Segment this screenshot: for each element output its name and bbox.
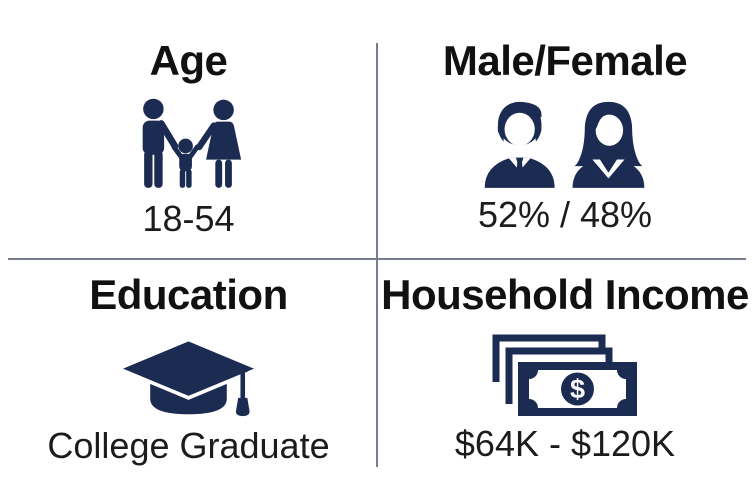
money-bills-icon: $ <box>490 332 640 417</box>
male-female-title: Male/Female <box>442 37 688 84</box>
graduation-cap-icon-svg <box>113 337 264 417</box>
household-income-title: Household Income <box>381 271 749 318</box>
age-title: Age <box>149 37 228 84</box>
male-female-icon-svg <box>484 101 645 188</box>
family-icon-svg <box>142 98 242 188</box>
graduation-cap-icon <box>111 332 266 419</box>
horizontal-divider <box>8 258 746 260</box>
household-income-value: $64K - $120K <box>454 423 676 464</box>
age-value: 18-54 <box>142 198 235 239</box>
dollar-sign-glyph: $ <box>570 374 585 404</box>
education-value: College Graduate <box>47 425 330 466</box>
education-title: Education <box>89 271 288 318</box>
male-female-icon <box>480 98 650 188</box>
quadrant-education: Education College Graduate <box>0 250 377 499</box>
quadrant-household-income: Household Income $ $64K - $120K <box>377 250 753 499</box>
quadrant-age: Age <box>0 0 377 250</box>
family-icon <box>130 98 247 192</box>
vertical-divider <box>376 43 378 467</box>
male-female-value: 52% / 48% <box>477 194 653 235</box>
quadrant-male-female: Male/Female <box>377 0 753 250</box>
money-bills-icon-svg: $ <box>492 334 637 416</box>
